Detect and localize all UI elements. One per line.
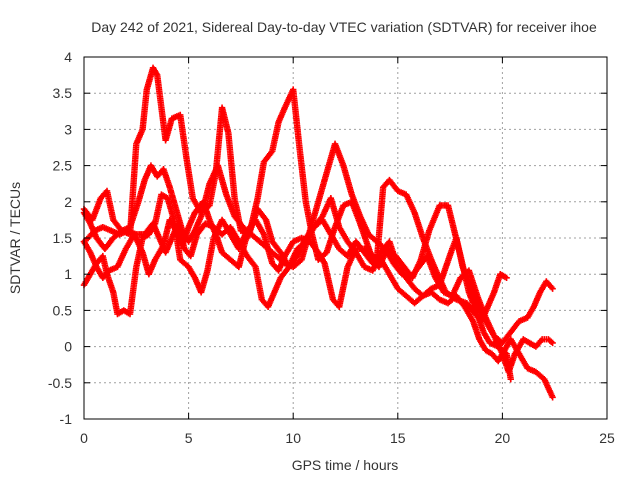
y-tick-label: 1.5 [53,230,73,246]
x-tick-label: 10 [285,430,301,446]
data-point [549,339,556,347]
x-tick-label: 20 [495,430,511,446]
axis-ticks [83,56,608,420]
y-tick-label: 3.5 [53,85,73,101]
data-point [549,394,556,401]
y-tick-label: 0 [64,339,72,355]
y-tick-label: 3 [64,121,72,137]
y-tick-label: 2 [64,194,72,210]
y-axis-title: SDTVAR / TECUs [7,182,23,294]
y-tick-label: -1 [60,411,73,427]
y-tick-label: 1 [64,266,72,282]
series-group [80,64,556,401]
x-axis-title: GPS time / hours [292,457,399,473]
x-tick-labels: 0 5 10 15 20 25 [80,430,615,446]
series-trace-e [80,140,556,376]
chart-title: Day 242 of 2021, Sidereal Day-to-day VTE… [91,19,597,35]
data-point [507,375,514,383]
y-tick-label: 4 [64,49,72,65]
x-tick-label: 15 [390,430,406,446]
y-tick-label: 0.5 [53,302,73,318]
data-point [503,274,510,282]
y-tick-label: -0.5 [48,375,72,391]
data-point [549,285,556,292]
y-tick-labels: -1 -0.5 0 0.5 1 1.5 2 2.5 3 3.5 4 [48,49,72,427]
y-tick-label: 2.5 [53,158,73,174]
x-tick-label: 0 [80,430,88,446]
x-tick-label: 5 [185,430,193,446]
x-tick-label: 25 [599,430,615,446]
